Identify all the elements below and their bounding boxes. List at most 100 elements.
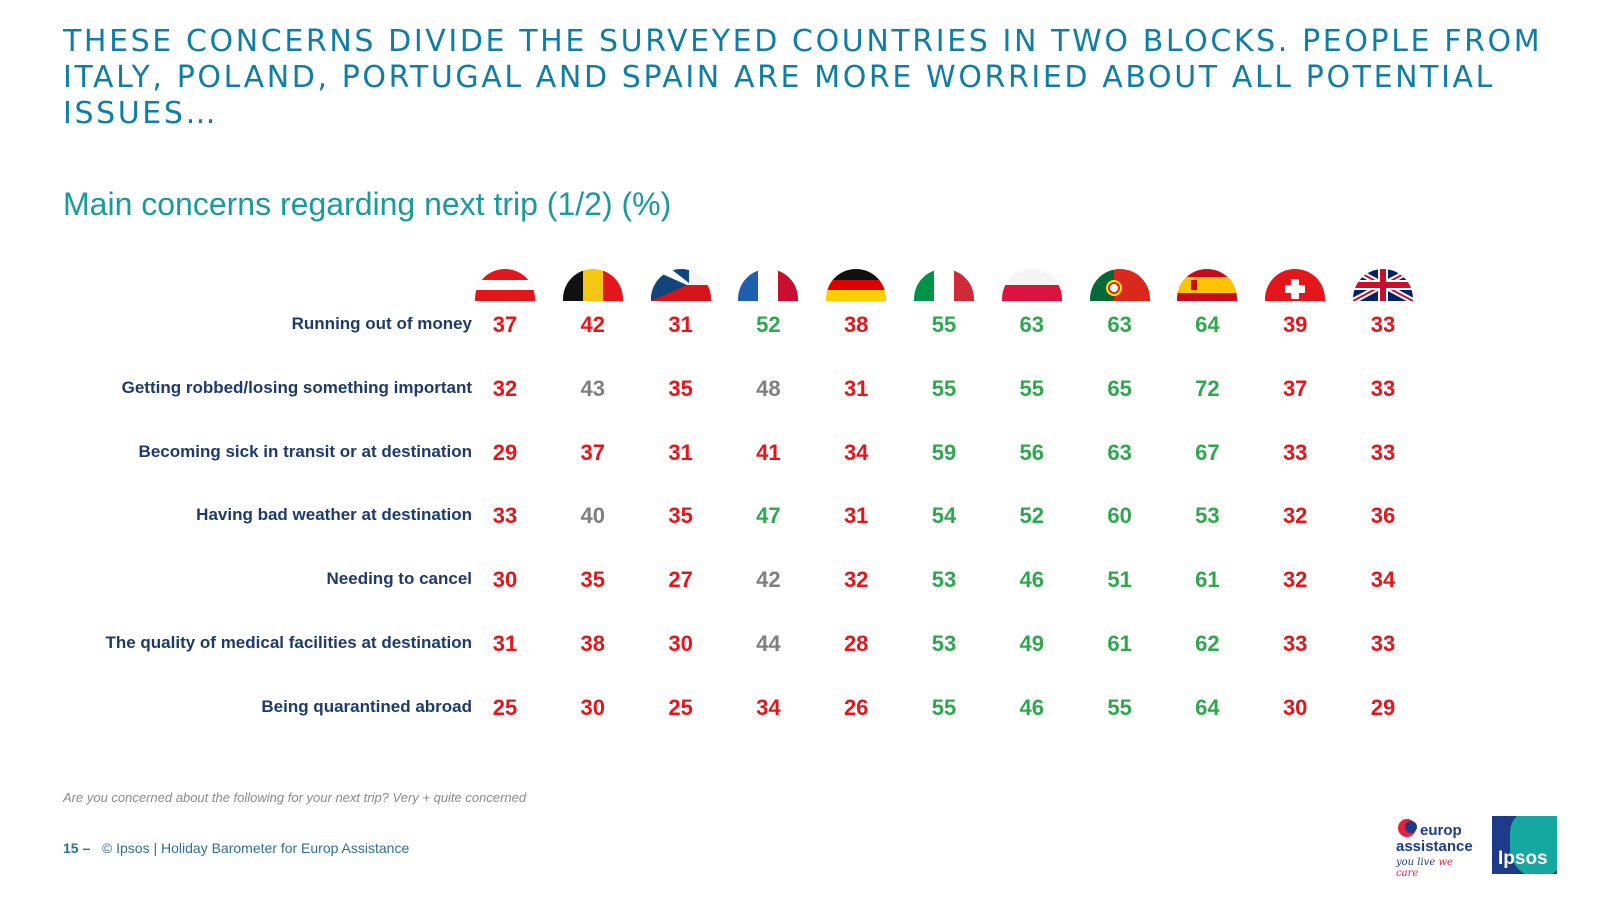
value-cell: 25 <box>668 694 693 720</box>
value-cell: 52 <box>756 312 781 337</box>
value-cell: 32 <box>1282 503 1308 529</box>
value-cell: 33 <box>1282 631 1308 656</box>
value-cell: 49 <box>1019 631 1045 656</box>
value-cell: 55 <box>931 312 957 337</box>
value-cell: 34 <box>843 439 869 465</box>
value-cell: 53 <box>1195 503 1220 529</box>
value-cell: 33 <box>1282 439 1308 465</box>
value-cell: 32 <box>1282 567 1308 593</box>
footer: 15 – © Ipsos | Holiday Barometer for Eur… <box>63 840 409 856</box>
tagline-part2: we care <box>1396 857 1453 879</box>
value-cell: 48 <box>756 375 781 401</box>
value-cell: 29 <box>492 439 518 465</box>
europ-assistance-logo-line1: europ <box>1420 822 1462 839</box>
value-cell: 36 <box>1370 503 1396 529</box>
value-cell: 62 <box>1195 631 1220 656</box>
value-cell: 29 <box>1370 694 1396 720</box>
spain-flag-icon <box>1177 269 1238 301</box>
value-cell: 34 <box>756 694 781 720</box>
value-cell: 31 <box>843 375 869 401</box>
row-label: Having bad weather at destination <box>196 505 472 525</box>
value-cell: 30 <box>1282 694 1308 720</box>
value-cell: 28 <box>843 631 869 656</box>
value-cell: 27 <box>668 567 693 593</box>
value-cell: 30 <box>580 694 606 720</box>
value-cell: 55 <box>931 375 957 401</box>
value-cell: 47 <box>756 503 781 529</box>
value-cell: 33 <box>492 503 518 529</box>
value-cell: 37 <box>580 439 606 465</box>
value-cell: 54 <box>931 503 957 529</box>
value-cell: 53 <box>931 631 957 656</box>
value-cell: 37 <box>492 312 518 337</box>
europ-assistance-logo-line2: assistance <box>1396 838 1473 855</box>
value-cell: 34 <box>1370 567 1396 593</box>
value-cell: 33 <box>1370 375 1396 401</box>
value-cell: 31 <box>843 503 869 529</box>
czech-flag-icon <box>650 269 711 301</box>
value-cell: 60 <box>1107 503 1132 529</box>
value-cell: 33 <box>1370 312 1396 337</box>
value-cell: 53 <box>931 567 957 593</box>
ipsos-mark-icon <box>1510 816 1557 874</box>
value-cell: 46 <box>1019 694 1045 720</box>
switzerland-flag-icon <box>1265 269 1326 301</box>
value-cell: 39 <box>1282 312 1308 337</box>
value-cell: 37 <box>1282 375 1308 401</box>
value-cell: 64 <box>1195 312 1220 337</box>
footer-text: © Ipsos | Holiday Barometer for Europ As… <box>101 840 410 856</box>
tagline-part1: you live <box>1396 857 1436 868</box>
value-cell: 56 <box>1019 439 1045 465</box>
portugal-flag-icon <box>1089 269 1150 301</box>
value-cell: 44 <box>756 631 781 656</box>
value-cell: 32 <box>843 567 869 593</box>
value-cell: 30 <box>492 567 518 593</box>
value-cell: 41 <box>756 439 781 465</box>
uk-flag-icon <box>1353 269 1413 301</box>
value-cell: 52 <box>1019 503 1045 529</box>
value-cell: 61 <box>1195 567 1220 593</box>
value-cell: 38 <box>843 312 869 337</box>
italy-flag-icon <box>914 269 974 301</box>
value-cell: 31 <box>668 312 693 337</box>
value-cell: 55 <box>1107 694 1132 720</box>
row-label: Being quarantined abroad <box>261 696 472 716</box>
value-cell: 35 <box>668 503 693 529</box>
value-cell: 59 <box>931 439 957 465</box>
value-cell: 40 <box>580 503 606 529</box>
value-cell: 26 <box>843 694 869 720</box>
value-cell: 30 <box>668 631 693 656</box>
row-label: Needing to cancel <box>326 569 472 589</box>
row-label: Running out of money <box>291 314 472 333</box>
germany-flag-icon <box>826 269 887 301</box>
headline: THESE CONCERNS DIVIDE THE SURVEYED COUNT… <box>63 24 1543 131</box>
value-cell: 63 <box>1107 439 1132 465</box>
value-cell: 55 <box>931 694 957 720</box>
belgium-flag-icon <box>562 269 623 301</box>
value-cell: 42 <box>580 312 606 337</box>
question-note: Are you concerned about the following fo… <box>63 790 527 805</box>
europ-assistance-tagline: you live we care <box>1396 857 1466 879</box>
value-cell: 63 <box>1107 312 1132 337</box>
value-cell: 67 <box>1195 439 1220 465</box>
value-cell: 35 <box>668 375 693 401</box>
europ-assistance-mark-icon <box>1398 819 1417 837</box>
value-cell: 42 <box>756 567 781 593</box>
row-label: Getting robbed/losing something importan… <box>121 377 472 397</box>
row-label: The quality of medical facilities at des… <box>105 633 472 652</box>
value-cell: 32 <box>492 375 518 401</box>
page-number: 15 – <box>63 840 91 856</box>
poland-flag-icon <box>1001 269 1062 301</box>
value-cell: 46 <box>1019 567 1045 593</box>
value-cell: 65 <box>1107 375 1132 401</box>
value-cell: 31 <box>668 439 693 465</box>
austria-flag-icon <box>475 269 535 301</box>
value-cell: 64 <box>1195 694 1220 720</box>
value-cell: 63 <box>1019 312 1045 337</box>
value-cell: 25 <box>492 694 518 720</box>
chart-title: Main concerns regarding next trip (1/2) … <box>63 186 672 222</box>
value-cell: 55 <box>1019 375 1045 401</box>
value-cell: 72 <box>1195 375 1220 401</box>
france-flag-icon <box>738 269 799 301</box>
value-cell: 43 <box>580 375 606 401</box>
